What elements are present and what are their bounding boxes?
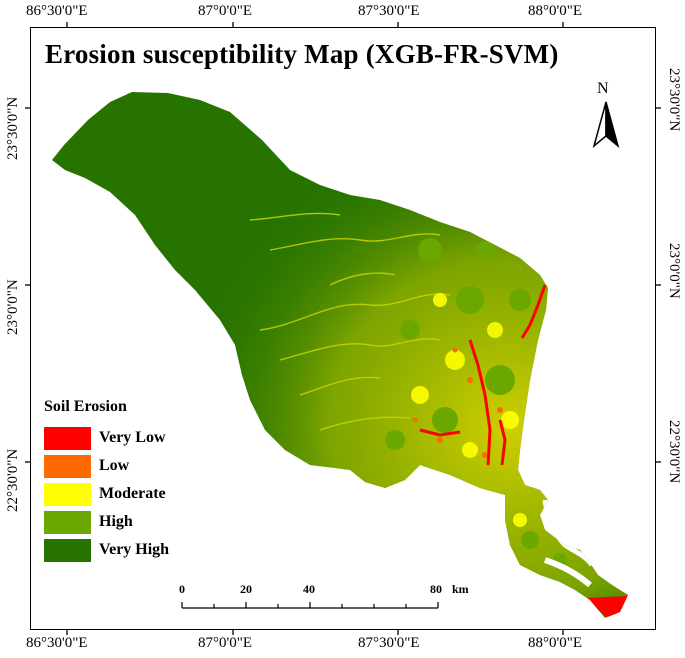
map-title: Erosion susceptibility Map (XGB-FR-SVM) [45, 39, 559, 69]
legend: Soil Erosion Very Low Low Moderate High … [44, 398, 169, 564]
lon-label-top-2: 87°0'0"E [198, 3, 252, 19]
north-label: N [597, 80, 609, 97]
legend-label-high: High [99, 513, 133, 530]
legend-label-very-high: Very High [99, 541, 170, 558]
legend-label-low: Low [99, 457, 130, 474]
legend-title: Soil Erosion [44, 398, 127, 415]
lon-label-bottom-2: 87°0'0"E [198, 635, 252, 651]
legend-label-moderate: Moderate [99, 485, 166, 502]
legend-label-very-low: Very Low [99, 429, 166, 446]
very-low-channels [419, 284, 547, 466]
very-low-delta-patch [585, 596, 628, 617]
high-speckle [385, 238, 567, 567]
legend-item-very-high: Very High [44, 536, 169, 564]
scale-label-80: 80 [430, 582, 442, 596]
lon-label-bottom-1: 86°30'0"E [26, 635, 88, 651]
legend-swatch-high [44, 510, 91, 534]
scale-label-40: 40 [303, 582, 315, 596]
lon-label-bottom-3: 87°30'0"E [358, 635, 420, 651]
legend-swatch-very-low [44, 426, 91, 450]
legend-item-very-low: Very Low [44, 424, 169, 452]
low-speckle [412, 347, 503, 458]
north-arrow-icon [592, 101, 620, 148]
lon-label-top-4: 88°0'0"E [528, 3, 582, 19]
scale-unit: km [452, 582, 469, 596]
legend-item-moderate: Moderate [44, 480, 169, 508]
lon-label-bottom-4: 88°0'0"E [528, 635, 582, 651]
legend-swatch-very-high [44, 538, 91, 562]
river-mouth [544, 557, 592, 588]
legend-item-low: Low [44, 452, 169, 480]
scale-label-20: 20 [240, 582, 252, 596]
legend-item-high: High [44, 508, 169, 536]
legend-swatch-moderate [44, 482, 91, 506]
lon-label-top-1: 86°30'0"E [26, 3, 88, 19]
scale-label-0: 0 [179, 582, 185, 596]
lon-label-top-3: 87°30'0"E [358, 3, 420, 19]
drainage-patterns [249, 212, 451, 431]
scale-bar [181, 602, 439, 609]
legend-swatch-low [44, 454, 91, 478]
moderate-speckle [411, 293, 527, 527]
